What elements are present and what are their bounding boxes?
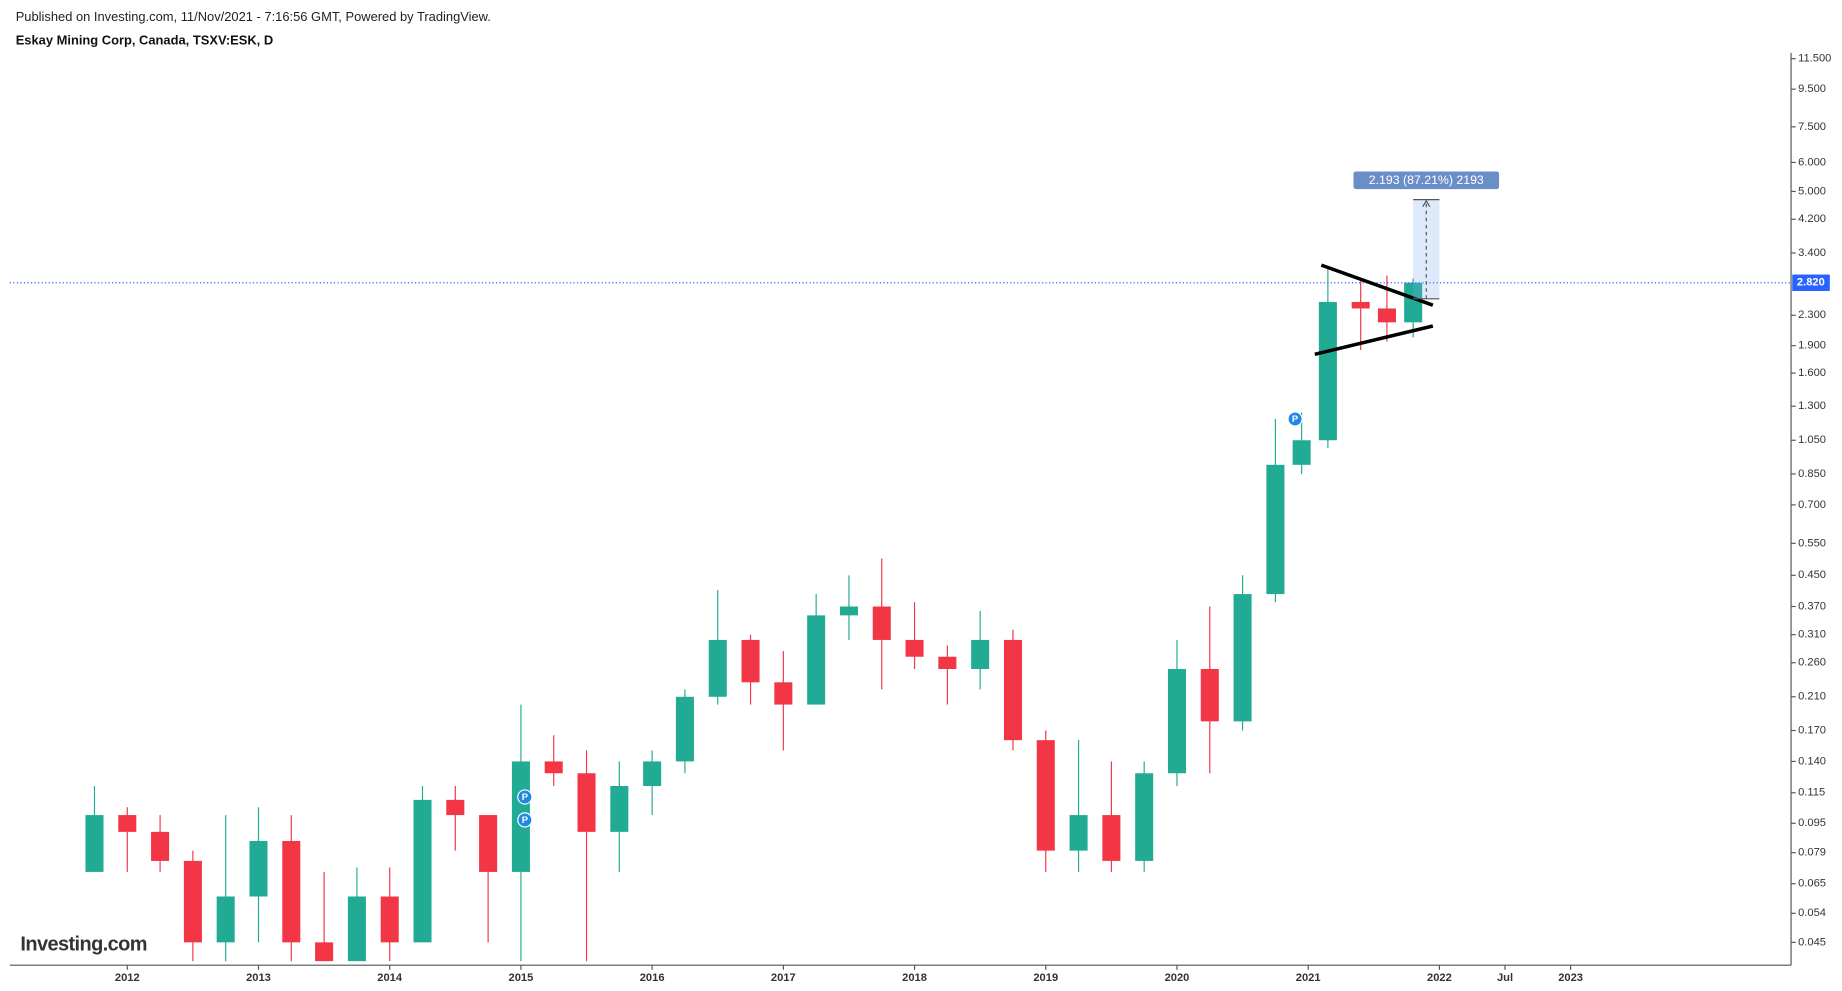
candle-body [151,831,170,861]
y-tick-label: 1.900 [1798,340,1826,352]
candle-body [1102,815,1121,861]
candle-body [872,606,891,640]
candle-body [675,696,694,762]
candle-body [413,799,432,943]
y-tick-label: 0.115 [1798,787,1825,799]
candle-body [118,815,137,832]
y-tick-label: 2.300 [1798,309,1826,321]
marker-label: P [522,791,528,802]
candle-body [1167,669,1187,774]
marker-label: P [1292,413,1298,424]
candle-body [479,815,498,872]
candle-body [938,656,957,670]
x-tick-label: 2012 [115,972,140,984]
candle-body [741,639,760,683]
x-tick-label: 2023 [1558,972,1583,984]
candle-body [807,615,826,705]
candle-body [315,942,334,962]
y-tick-label: 1.600 [1798,367,1826,379]
price-label: 2.820 [1797,277,1825,289]
candle-body [1377,308,1396,323]
candle-body [1266,464,1285,595]
y-tick-label: 7.500 [1798,121,1826,133]
y-tick-label: 0.260 [1798,657,1826,669]
y-tick-label: 1.300 [1798,400,1826,412]
x-tick-label: 2021 [1296,972,1321,984]
candle-body [1003,639,1022,741]
y-tick-label: 4.200 [1798,213,1826,225]
candle-body [610,786,629,832]
candle-body [1233,594,1252,722]
marker [517,789,533,805]
candle-body [249,840,268,897]
candle-body [1318,301,1337,441]
candle-body [1069,815,1088,851]
x-tick-label: 2020 [1165,972,1190,984]
marker [1287,411,1303,427]
y-tick-label: 9.500 [1798,83,1826,95]
marker-label: P [522,814,528,825]
y-tick-label: 3.400 [1798,247,1826,259]
logo: Investing.com [20,933,147,955]
candle-body [446,799,465,816]
price-label-bg [1792,274,1830,291]
measure-label-bg [1353,171,1500,190]
candle-body [85,815,104,872]
y-tick-label: 6.000 [1798,156,1826,168]
y-tick-label: 1.050 [1798,434,1826,446]
candle-body [544,761,563,774]
candle-body [905,639,924,657]
y-tick-label: 0.370 [1798,600,1826,612]
x-tick-label: 2018 [902,972,927,984]
candle-body [839,606,858,616]
candle-body [347,896,366,962]
candle-body [1036,740,1055,851]
y-tick-label: 11.500 [1798,53,1831,65]
y-tick-label: 0.310 [1798,629,1826,641]
candle-body [577,773,596,832]
x-tick-label: 2014 [377,972,403,984]
y-tick-label: 0.079 [1798,847,1826,859]
y-tick-label: 5.000 [1798,185,1826,197]
y-tick-label: 0.095 [1798,817,1826,829]
x-tick-label: Jul [1497,972,1513,984]
y-tick-label: 0.170 [1798,724,1826,736]
measure-label: 2.193 (87.21%) 2193 [1369,173,1484,187]
candle-body [971,639,990,670]
candle-body [380,896,399,943]
candle-body [282,840,301,943]
candle-body [643,761,662,787]
x-tick-label: 2019 [1033,972,1058,984]
x-tick-label: 2016 [640,972,665,984]
candle-body [183,860,202,943]
y-tick-label: 0.210 [1798,691,1826,703]
trendline [1314,324,1434,357]
y-tick-label: 0.045 [1798,936,1826,948]
marker [517,812,533,828]
x-tick-label: 2013 [246,972,271,984]
y-tick-label: 0.054 [1798,907,1826,919]
measure-arrowhead [1422,199,1431,207]
candle-body [1351,301,1370,309]
x-tick-label: 2015 [509,972,534,984]
y-tick-label: 0.700 [1798,499,1826,511]
candle-body [774,682,793,705]
candle-body [1200,669,1219,722]
candle-body [216,896,235,943]
chart-title: Eskay Mining Corp, Canada, TSXV:ESK, D [16,33,273,48]
candle-body [1292,440,1311,465]
x-tick-label: 2022 [1427,972,1452,984]
y-tick-label: 0.850 [1798,468,1826,480]
y-tick-label: 0.065 [1798,878,1826,890]
x-tick-label: 2017 [771,972,796,984]
candle-body [1404,282,1423,323]
candle-body [708,639,727,697]
header: Published on Investing.com, 11/Nov/2021 … [16,9,491,24]
y-tick-label: 0.450 [1798,569,1826,581]
y-tick-label: 0.550 [1798,537,1826,549]
y-tick-label: 0.140 [1798,755,1826,767]
candle-body [1135,773,1154,861]
